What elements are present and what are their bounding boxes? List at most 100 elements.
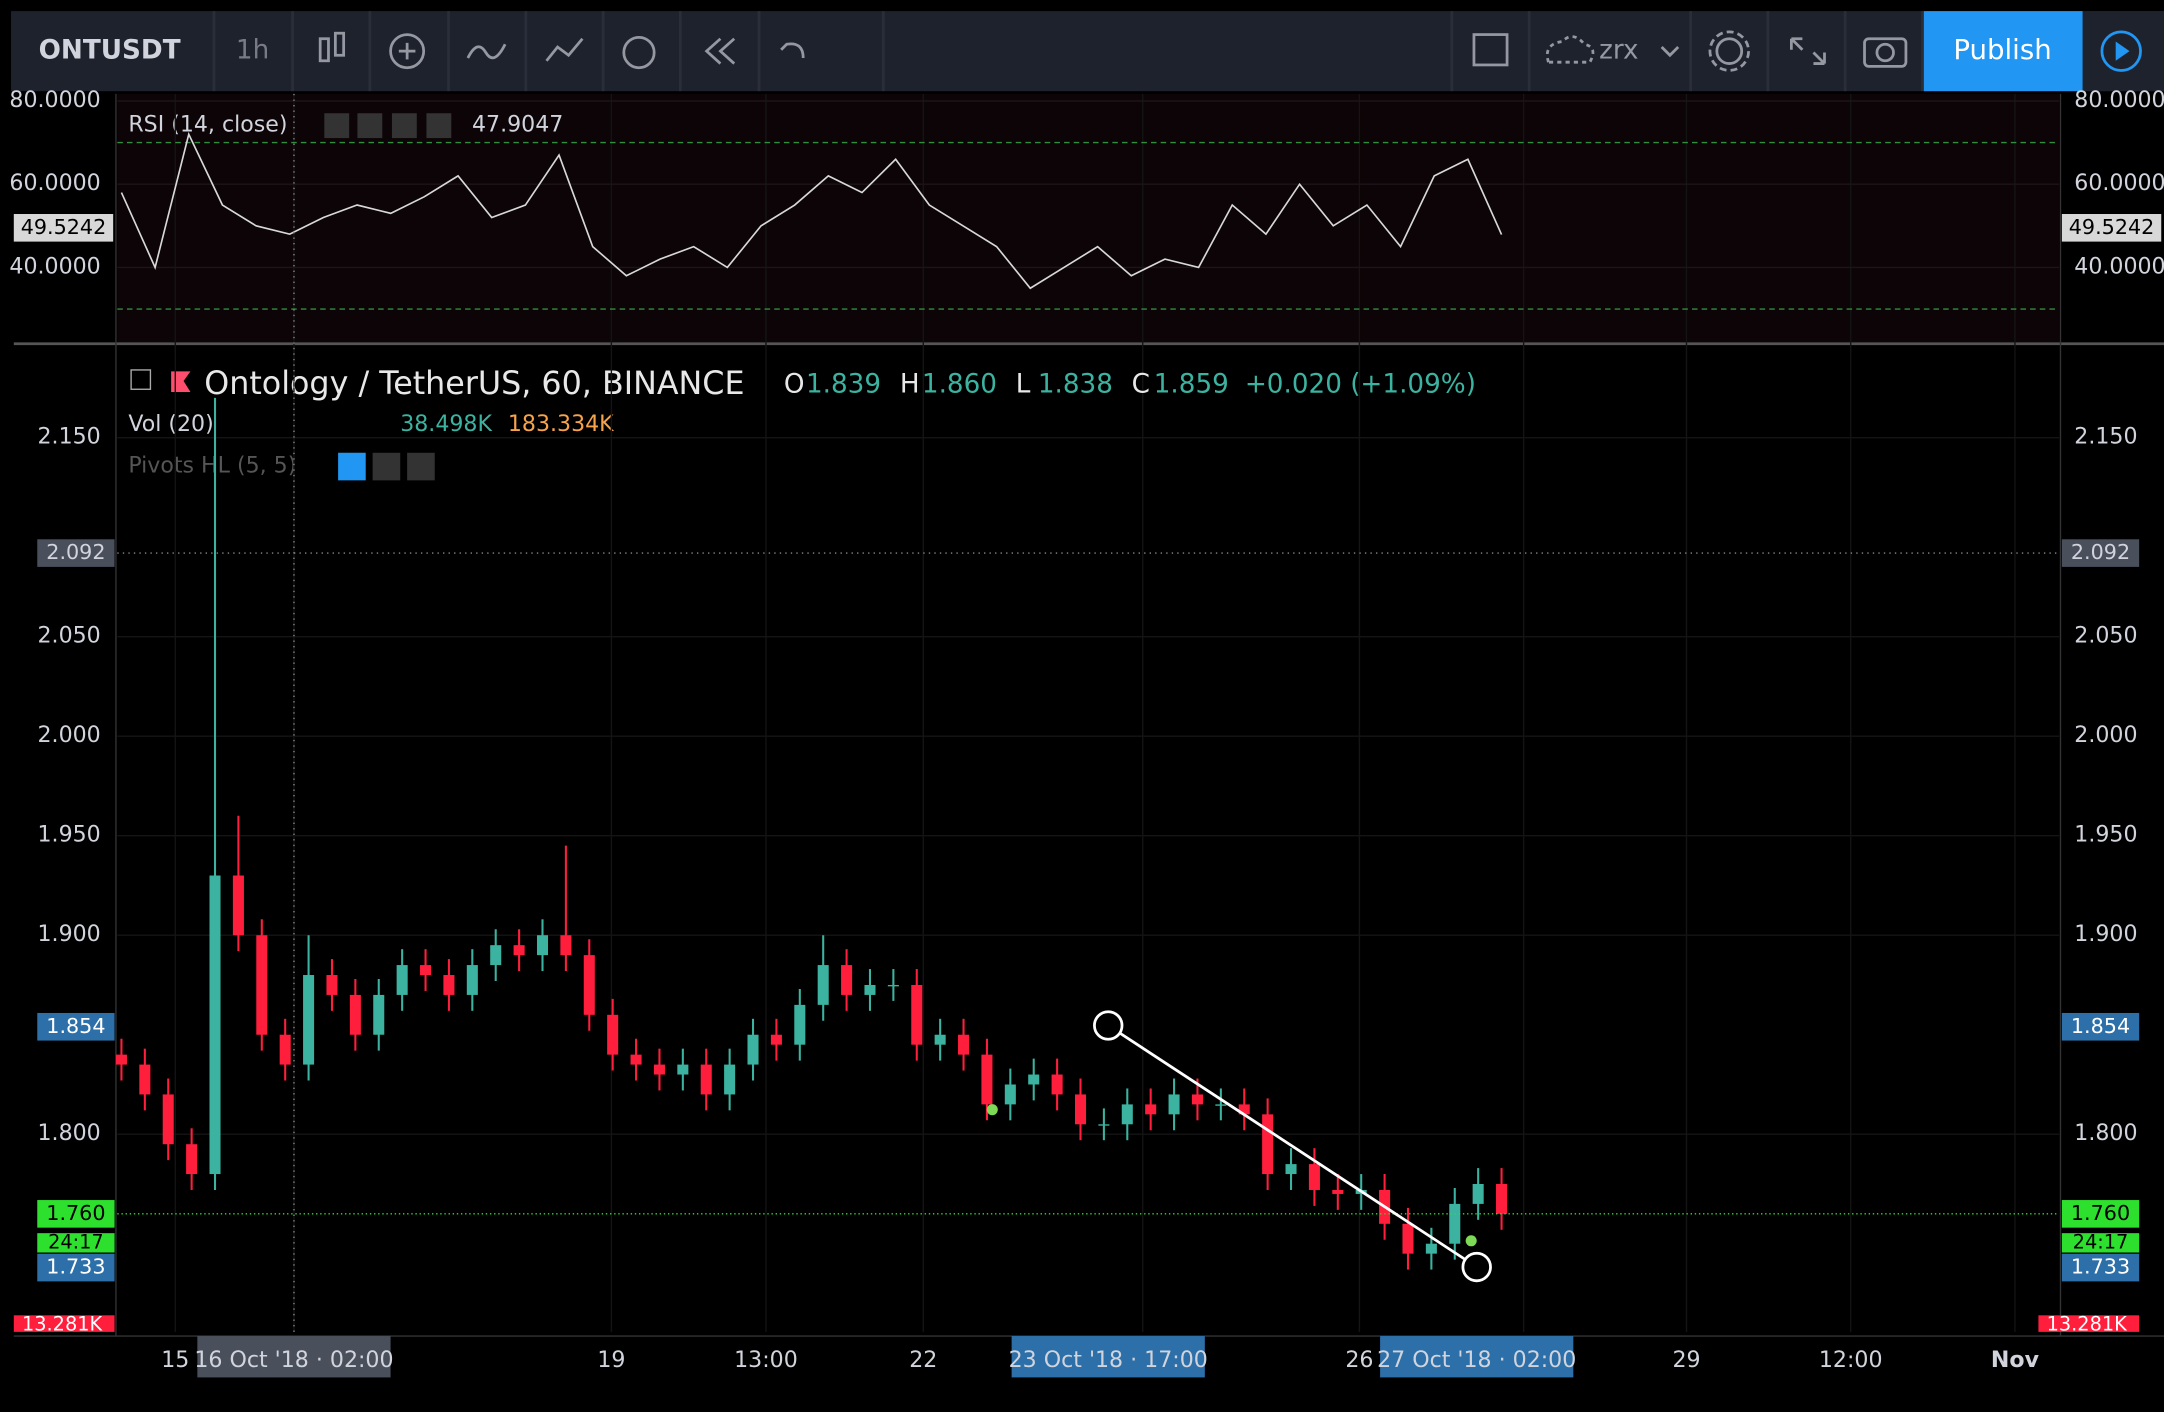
candle-body — [1472, 1183, 1484, 1204]
price-badge — [37, 1200, 115, 1228]
y-tick-label: 40.0000 — [2074, 254, 2164, 279]
price-badge — [37, 1253, 115, 1282]
ohlc-key: L — [1016, 370, 1031, 400]
candle-body — [1004, 1084, 1016, 1105]
x-tick-label: 22 — [909, 1348, 937, 1373]
ohlc-value: 1.860 — [922, 370, 997, 400]
symbol[interactable]: ONTUSDT — [39, 36, 181, 66]
candle-body — [115, 1054, 127, 1065]
candle-body — [466, 965, 478, 995]
publish-label[interactable]: Publish — [1953, 33, 2051, 66]
y-tick-label: 80.0000 — [9, 88, 100, 113]
ohlc-value: 1.859 — [1154, 370, 1229, 400]
trend-handle[interactable] — [1461, 1251, 1492, 1283]
candle-body — [677, 1064, 689, 1075]
y-tick-label: 1.900 — [38, 922, 101, 947]
volume-badge — [2038, 1315, 2140, 1332]
y-tick-label: 60.0000 — [2074, 171, 2164, 196]
rsi-buttons[interactable] — [324, 113, 452, 139]
trend-handle[interactable] — [1093, 1010, 1124, 1041]
candle-body — [770, 1034, 782, 1045]
countdown-badge — [2061, 1233, 2140, 1253]
y-tick-label: 80.0000 — [2074, 88, 2164, 113]
price-badge-label: 1.733 — [46, 1255, 105, 1279]
price-badge — [2061, 1012, 2140, 1041]
flag-icon[interactable] — [171, 371, 191, 393]
y-tick-label: 2.000 — [38, 723, 101, 748]
candle-body — [981, 1054, 993, 1105]
countdown-label: 24:17 — [48, 1230, 104, 1253]
candle-body — [700, 1064, 712, 1095]
candle-body — [1425, 1243, 1437, 1254]
x-label-badge — [1380, 1336, 1574, 1378]
collapse-icon[interactable] — [130, 369, 152, 390]
candle-body — [209, 875, 221, 1175]
candle-body — [256, 935, 268, 1035]
candle-body — [349, 994, 361, 1035]
price-badge-label: 1.733 — [2071, 1255, 2130, 1279]
candle-body — [186, 1144, 198, 1175]
y-tick-label: 2.000 — [2074, 723, 2137, 748]
layout-name[interactable]: zrx — [1599, 36, 1638, 66]
pivots-eye[interactable] — [338, 452, 366, 481]
pivots-label[interactable]: Pivots HL (5, 5) — [128, 454, 296, 479]
pivot-dot — [1465, 1235, 1477, 1247]
y-tick-label: 2.050 — [38, 624, 101, 649]
countdown-label: 24:17 — [2073, 1230, 2129, 1253]
pivots-buttons[interactable] — [372, 452, 435, 481]
candle-body — [1496, 1183, 1508, 1214]
rsi-value: 47.9047 — [472, 113, 563, 138]
candle-body — [232, 875, 244, 936]
candle-body — [958, 1034, 970, 1055]
ohlc-key: H — [900, 370, 920, 400]
volume-badge-label: 13.281K — [2047, 1312, 2129, 1335]
candle-body — [1285, 1164, 1297, 1175]
y-tick-label: 1.800 — [2074, 1121, 2137, 1146]
candle-body — [1051, 1074, 1063, 1095]
candle-body — [536, 935, 549, 956]
candle-body — [1121, 1104, 1133, 1125]
price-badge-label: 1.760 — [46, 1201, 105, 1225]
candle-body — [864, 984, 876, 995]
toolbar-dividers — [212, 11, 1924, 92]
play-icon — [2100, 30, 2142, 72]
y-tick-label: 60.0000 — [9, 171, 100, 196]
rsi-badge — [13, 214, 114, 242]
ohlc-key: C — [1132, 370, 1150, 400]
y-tick-label: 1.950 — [38, 823, 101, 848]
candle-body — [817, 965, 829, 1005]
y-tick-label: 1.800 — [38, 1121, 101, 1146]
candle-body — [1215, 1104, 1227, 1106]
candle-body — [279, 1034, 291, 1065]
interval[interactable]: 1h — [236, 36, 269, 66]
price-badge-label: 1.760 — [2071, 1201, 2130, 1225]
pivot-dot — [986, 1104, 998, 1116]
x-label-badge — [1011, 1336, 1205, 1378]
volume-label[interactable]: Vol (20) — [128, 412, 213, 437]
x-tick-label: 16 Oct '18 · 02:00 — [194, 1348, 393, 1373]
candle-body — [490, 945, 502, 966]
x-tick-label: 29 — [1672, 1348, 1700, 1373]
trend-line[interactable] — [1107, 1024, 1478, 1269]
x-tick-label: 12:00 — [1819, 1348, 1883, 1373]
price-badge — [2061, 1253, 2140, 1282]
toolbar-icons[interactable] — [318, 30, 1908, 72]
candle-body — [794, 1004, 806, 1045]
candle-body — [1074, 1094, 1087, 1125]
publish-button[interactable] — [1923, 11, 2083, 92]
candle-body — [443, 975, 455, 995]
ohlc-value: 1.839 — [806, 370, 881, 400]
candle-body — [1449, 1203, 1461, 1244]
rsi-label[interactable]: RSI (14, close) — [128, 113, 287, 138]
candle-body — [326, 975, 338, 995]
candle-body — [1308, 1164, 1320, 1190]
candle-body — [911, 984, 923, 1045]
candle-body — [1332, 1189, 1344, 1194]
rsi-badge-label: 49.5242 — [2069, 215, 2155, 239]
candle-body — [653, 1064, 665, 1075]
candle-body — [560, 935, 572, 956]
candle-body — [1168, 1094, 1180, 1115]
plot: 2.150 2.150 2.050 2.050 2.000 2.000 1.950 1.950… — [9, 88, 2164, 1378]
